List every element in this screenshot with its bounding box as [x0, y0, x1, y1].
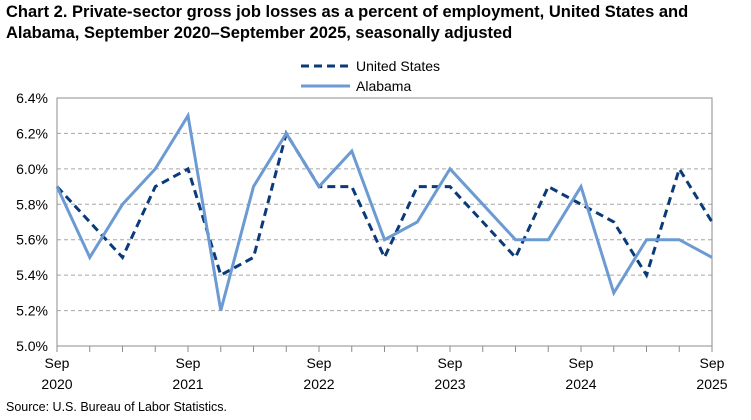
series-lines [55, 111, 714, 311]
x-tick-label: Sep [569, 355, 594, 371]
legend-label: United States [356, 58, 440, 74]
y-tick-label: 5.8% [16, 196, 48, 212]
x-tick-labels: Sep 2020 Sep 2021 Sep 2022 Sep 2023 Sep 2024 Sep 20… [41, 355, 727, 392]
y-tick-label: 6.0% [16, 161, 48, 177]
series-line-alabama [55, 111, 713, 311]
gridlines [57, 97, 712, 312]
x-tick-label: Sep [176, 355, 201, 371]
x-tick-label: 2025 [696, 376, 727, 392]
chart-title: Chart 2. Private-sector gross job losses… [6, 3, 689, 42]
x-tick-label: 2024 [565, 376, 596, 392]
y-tick-label: 5.4% [16, 267, 48, 283]
x-tick-label: 2022 [303, 376, 334, 392]
axes [56, 97, 713, 352]
y-tick-label: 5.2% [16, 303, 48, 319]
x-tick-label: Sep [700, 355, 725, 371]
x-tick-label: Sep [45, 355, 70, 371]
x-tick-label: 2020 [41, 376, 72, 392]
x-tick-label: Sep [438, 355, 463, 371]
x-tick-label: Sep [307, 355, 332, 371]
source-note: Source: U.S. Bureau of Labor Statistics. [6, 400, 227, 414]
y-tick-label: 5.0% [16, 338, 48, 354]
y-tick-labels: 5.0% 5.2% 5.4% 5.6% 5.8% 6.0% 6.2% 6.4% [16, 90, 48, 354]
legend: United States Alabama [301, 58, 440, 94]
y-tick-label: 6.4% [16, 90, 48, 106]
legend-label: Alabama [356, 78, 411, 94]
series-line-united-states [55, 129, 714, 279]
x-tick-label: 2021 [172, 376, 203, 392]
x-tick-label: 2023 [434, 376, 465, 392]
y-tick-label: 6.2% [16, 125, 48, 141]
y-tick-label: 5.6% [16, 232, 48, 248]
